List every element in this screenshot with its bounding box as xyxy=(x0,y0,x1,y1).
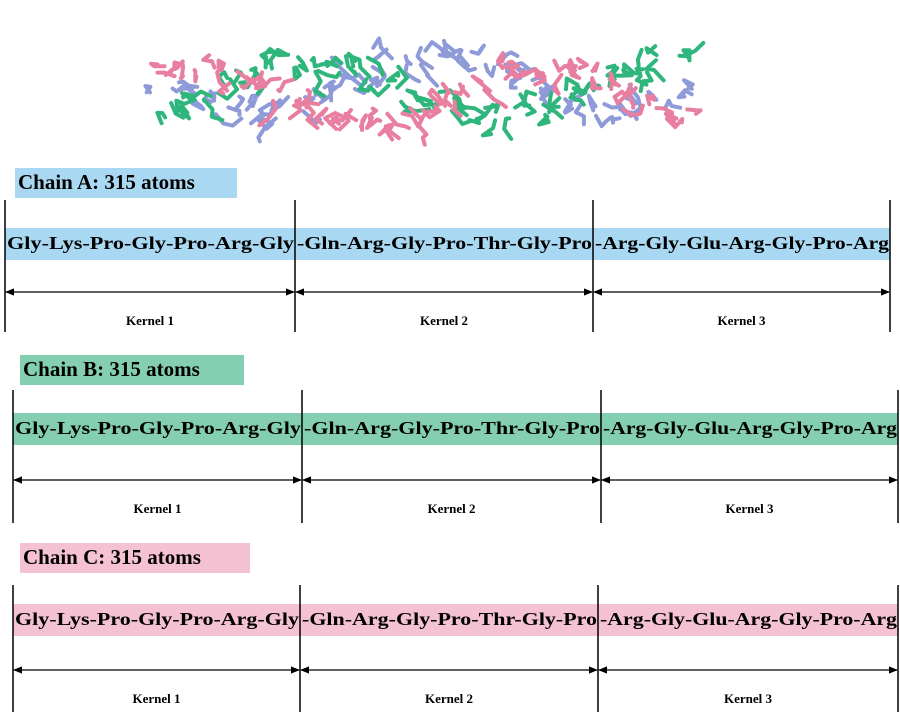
molecule-stick xyxy=(173,86,184,92)
sequence-segment: -Gln-Arg-Gly-Pro-Thr-Gly-Pro xyxy=(302,609,597,629)
kernel-label: Kernel 3 xyxy=(717,313,766,328)
molecule-stick xyxy=(294,68,300,79)
molecule-stick xyxy=(498,53,503,68)
molecule-stick xyxy=(418,125,426,145)
sequence-segment: -Gln-Arg-Gly-Pro-Thr-Gly-Pro xyxy=(304,418,600,438)
sequence-segment: -Gln-Arg-Gly-Pro-Thr-Gly-Pro xyxy=(297,233,592,253)
kernel-label: Kernel 1 xyxy=(126,313,174,328)
molecule-stick xyxy=(151,64,165,67)
chain-block: Chain A: 315 atoms Gly-Lys-Pro-Gly-Pro-Ar… xyxy=(5,168,890,332)
molecule-stick xyxy=(237,97,244,108)
sequence-segment: Gly-Lys-Pro-Gly-Pro-Arg-Gly xyxy=(7,233,294,253)
kernel-label: Kernel 3 xyxy=(725,501,774,516)
molecule-image xyxy=(145,39,703,145)
molecule-stick xyxy=(612,117,619,123)
kernel-label: Kernel 2 xyxy=(427,501,475,516)
molecule-stick xyxy=(483,120,495,135)
molecule-stick xyxy=(219,61,224,71)
molecule-stick xyxy=(367,118,380,128)
molecule-stick xyxy=(687,109,700,113)
sequence-segment: Gly-Lys-Pro-Gly-Pro-Arg-Gly xyxy=(15,609,299,629)
sequence-segment: -Arg-Gly-Glu-Arg-Gly-Pro-Arg xyxy=(595,233,889,253)
molecule-stick xyxy=(576,104,584,124)
molecule-stick xyxy=(554,75,561,94)
molecule-stick xyxy=(425,42,444,53)
molecule-stick xyxy=(486,65,495,76)
molecule-stick xyxy=(203,55,214,67)
molecule-stick xyxy=(298,57,307,70)
kernel-label: Kernel 3 xyxy=(724,691,773,706)
molecule-stick xyxy=(647,96,654,105)
molecule-stick xyxy=(388,73,399,81)
molecule-stick xyxy=(593,64,598,72)
molecule-stick xyxy=(278,80,293,91)
molecule-stick xyxy=(473,76,490,91)
kernel-label: Kernel 1 xyxy=(132,691,180,706)
molecule-stick xyxy=(318,71,339,77)
molecule-stick xyxy=(360,79,369,91)
molecule-stick xyxy=(166,62,183,75)
molecule-stick xyxy=(195,70,197,81)
molecule-stick xyxy=(472,46,484,54)
kernel-label: Kernel 2 xyxy=(420,313,468,328)
chain-label: Chain A: 315 atoms xyxy=(18,170,195,194)
molecule-stick xyxy=(596,116,611,126)
chain-label: Chain B: 315 atoms xyxy=(23,357,200,381)
molecule-stick xyxy=(145,86,150,92)
molecule-stick xyxy=(610,79,619,89)
sequence-segment: -Arg-Gly-Glu-Arg-Gly-Pro-Arg xyxy=(600,609,897,629)
sequence-segment: Gly-Lys-Pro-Gly-Pro-Arg-Gly xyxy=(15,418,301,438)
sequence-segment: -Arg-Gly-Glu-Arg-Gly-Pro-Arg xyxy=(603,418,897,438)
chain-block: Chain C: 315 atoms Gly-Lys-Pro-Gly-Pro-Ar… xyxy=(13,543,898,712)
molecule-stick xyxy=(539,115,549,125)
chain-label: Chain C: 315 atoms xyxy=(23,545,201,569)
diagram: Chain A: 315 atoms Gly-Lys-Pro-Gly-Pro-Ar… xyxy=(0,0,900,712)
molecule-stick xyxy=(647,46,657,55)
kernel-label: Kernel 1 xyxy=(133,501,181,516)
molecule-stick xyxy=(665,101,680,109)
molecule-stick xyxy=(589,96,596,111)
molecule-stick xyxy=(406,56,411,64)
chain-block: Chain B: 315 atoms Gly-Lys-Pro-Gly-Pro-Ar… xyxy=(13,355,898,523)
molecule-stick xyxy=(592,78,601,88)
molecule-stick xyxy=(265,57,266,68)
molecule-stick xyxy=(315,72,324,96)
molecule-stick xyxy=(615,92,624,104)
molecule-stick xyxy=(181,67,183,79)
kernel-label: Kernel 2 xyxy=(425,691,473,706)
molecule-stick xyxy=(578,59,587,68)
molecule-stick xyxy=(638,50,643,70)
molecule-stick xyxy=(157,113,165,123)
molecule-stick xyxy=(504,118,511,139)
molecule-stick xyxy=(290,101,304,118)
